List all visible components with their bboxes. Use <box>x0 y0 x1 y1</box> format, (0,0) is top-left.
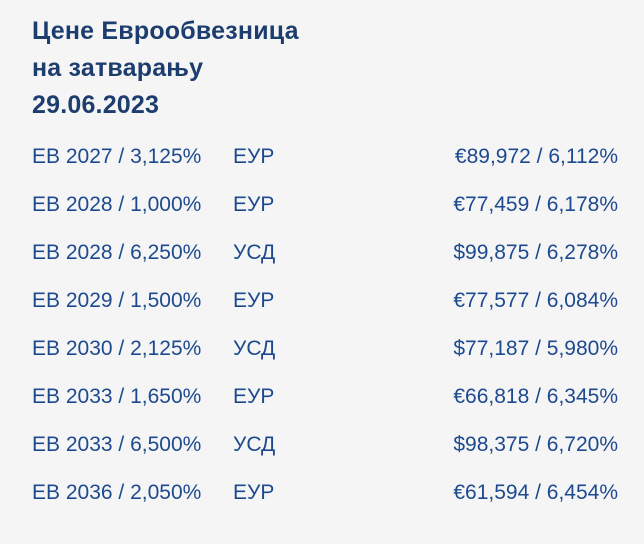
bond-label: ЕВ 2028 / 6,250% <box>32 241 202 264</box>
price-yield-value: $99,875 / 6,278% <box>453 241 618 264</box>
price-yield-value: $98,375 / 6,720% <box>453 433 618 456</box>
price-yield-value: €77,459 / 6,178% <box>453 193 618 216</box>
title-line-2: на затварању <box>32 54 204 82</box>
table-row: ЕВ 2028 / 1,000% ЕУР €77,459 / 6,178% <box>32 181 618 229</box>
table-row: ЕВ 2036 / 2,050% ЕУР €61,594 / 6,454% <box>32 469 618 517</box>
bond-label: ЕВ 2033 / 6,500% <box>32 433 202 456</box>
bond-cell: ЕВ 2028 / 6,250% УСД <box>32 241 275 265</box>
currency-label: ЕУР <box>233 145 275 168</box>
bond-cell: ЕВ 2028 / 1,000% ЕУР <box>32 193 274 217</box>
table-row: ЕВ 2029 / 1,500% ЕУР €77,577 / 6,084% <box>32 277 618 325</box>
price-yield-value: €61,594 / 6,454% <box>453 481 618 504</box>
bond-label: ЕВ 2030 / 2,125% <box>32 337 202 360</box>
table-row: ЕВ 2033 / 6,500% УСД $98,375 / 6,720% <box>32 421 618 469</box>
widget-title: Цене Еврообвезница на затварању 29.06.20… <box>32 13 618 124</box>
currency-label: УСД <box>233 433 276 456</box>
table-row: ЕВ 2030 / 2,125% УСД $77,187 / 5,980% <box>32 325 618 373</box>
table-row: ЕВ 2028 / 6,250% УСД $99,875 / 6,278% <box>32 229 618 277</box>
title-line-1: Цене Еврообвезница <box>32 17 299 45</box>
bond-cell: ЕВ 2036 / 2,050% ЕУР <box>32 481 274 505</box>
bond-label: ЕВ 2028 / 1,000% <box>32 193 202 216</box>
bond-label: ЕВ 2029 / 1,500% <box>32 289 202 312</box>
currency-label: ЕУР <box>233 481 275 504</box>
bond-cell: ЕВ 2033 / 6,500% УСД <box>32 433 275 457</box>
price-yield-value: $77,187 / 5,980% <box>453 337 618 360</box>
bond-price-list: ЕВ 2027 / 3,125% ЕУР €89,972 / 6,112% ЕВ 20… <box>32 133 618 517</box>
currency-label: ЕУР <box>233 289 275 312</box>
table-row: ЕВ 2033 / 1,650% ЕУР €66,818 / 6,345% <box>32 373 618 421</box>
bond-cell: ЕВ 2033 / 1,650% ЕУР <box>32 385 274 409</box>
currency-label: ЕУР <box>233 193 275 216</box>
bond-label: ЕВ 2036 / 2,050% <box>32 481 202 504</box>
price-yield-value: €77,577 / 6,084% <box>453 289 618 312</box>
currency-label: УСД <box>233 241 276 264</box>
price-yield-value: €89,972 / 6,112% <box>454 145 618 168</box>
bond-label: ЕВ 2033 / 1,650% <box>32 385 202 408</box>
table-row: ЕВ 2027 / 3,125% ЕУР €89,972 / 6,112% <box>32 133 618 181</box>
bond-cell: ЕВ 2029 / 1,500% ЕУР <box>32 289 274 313</box>
bond-cell: ЕВ 2030 / 2,125% УСД <box>32 337 275 361</box>
bond-label: ЕВ 2027 / 3,125% <box>32 145 202 168</box>
title-date: 29.06.2023 <box>32 91 160 119</box>
price-yield-value: €66,818 / 6,345% <box>453 385 618 408</box>
currency-label: ЕУР <box>233 385 275 408</box>
bond-cell: ЕВ 2027 / 3,125% ЕУР <box>32 145 274 169</box>
currency-label: УСД <box>233 337 276 360</box>
